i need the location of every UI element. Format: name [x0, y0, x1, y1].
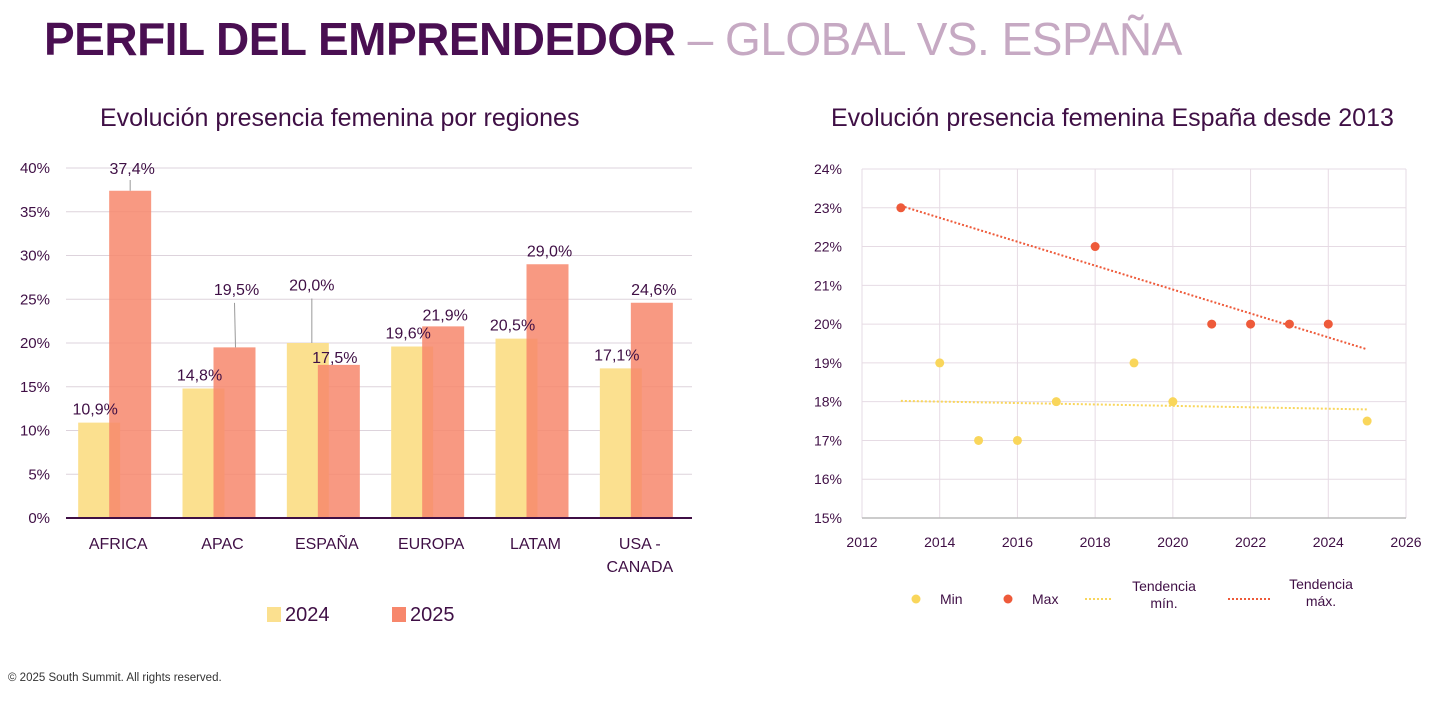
legend-label-min: Min — [940, 591, 963, 607]
bar-2025 — [630, 302, 673, 518]
bar-2025 — [422, 326, 465, 518]
x-category-label: LATAM — [510, 536, 561, 553]
y-tick-label: 24% — [814, 161, 842, 177]
data-label-2025: 29,0% — [527, 243, 572, 260]
point-max — [1207, 319, 1217, 329]
point-min — [1168, 397, 1178, 407]
legend-swatch-2025 — [392, 607, 406, 622]
scatter-chart-title: Evolución presencia femenina España desd… — [831, 104, 1394, 132]
data-label-2024: 10,9% — [72, 402, 117, 419]
point-max — [896, 203, 906, 213]
y-tick-label: 40% — [20, 160, 50, 177]
x-category-label: USA - — [619, 536, 661, 553]
y-tick-label: 20% — [20, 335, 50, 352]
legend-label-max: Max — [1032, 591, 1058, 607]
y-tick-label: 18% — [814, 394, 842, 410]
y-tick-label: 19% — [814, 355, 842, 371]
y-tick-label: 17% — [814, 432, 842, 448]
legend-label-trend-max: Tendencia — [1289, 576, 1353, 592]
x-tick-label: 2014 — [924, 534, 955, 550]
x-tick-label: 2020 — [1157, 534, 1188, 550]
bar-2025 — [109, 190, 152, 518]
bar-2025 — [317, 364, 360, 518]
legend-label-trend-min: Tendencia — [1132, 578, 1196, 594]
x-tick-label: 2024 — [1313, 534, 1344, 550]
point-max — [1284, 319, 1294, 329]
title-subtitle: – GLOBAL VS. ESPAÑA — [675, 13, 1183, 65]
legend-marker-max — [1003, 594, 1013, 604]
data-label-2024: 20,5% — [490, 318, 535, 335]
x-category-label: AFRICA — [89, 536, 148, 553]
data-label-2025: 24,6% — [631, 282, 676, 299]
point-min — [1012, 435, 1022, 445]
data-label-2024: 19,6% — [385, 326, 430, 343]
y-tick-label: 15% — [814, 510, 842, 526]
bar-chart-title: Evolución presencia femenina por regione… — [100, 104, 580, 132]
legend-label-trend-min: mín. — [1150, 595, 1177, 611]
x-tick-label: 2026 — [1390, 534, 1421, 550]
trendline-min — [900, 399, 1368, 411]
point-max — [1090, 242, 1100, 252]
x-tick-label: 2018 — [1080, 534, 1111, 550]
y-tick-label: 35% — [20, 204, 50, 221]
y-tick-label: 21% — [814, 277, 842, 293]
x-category-label: ESPAÑA — [295, 533, 359, 553]
y-tick-label: 10% — [20, 423, 50, 440]
x-category-label: CANADA — [606, 559, 673, 576]
data-label-2025: 17,5% — [312, 350, 357, 367]
bar-2025 — [213, 347, 256, 518]
data-label-2024: 17,1% — [594, 347, 639, 364]
point-max — [1246, 319, 1256, 329]
legend-marker-min — [911, 594, 921, 604]
bar-2025 — [526, 264, 569, 518]
y-tick-label: 15% — [20, 379, 50, 396]
legend-label-2024: 2024 — [285, 604, 330, 626]
y-tick-label: 0% — [28, 510, 50, 527]
page-title: PERFIL DEL EMPRENDEDOR – GLOBAL VS. ESPA… — [44, 12, 1182, 66]
point-max — [1323, 319, 1333, 329]
y-tick-label: 20% — [814, 316, 842, 332]
x-tick-label: 2012 — [846, 534, 877, 550]
trendline-max — [900, 204, 1368, 351]
legend-label-trend-max: máx. — [1306, 593, 1336, 609]
point-min — [974, 435, 984, 445]
footer-copyright: © 2025 South Summit. All rights reserved… — [8, 672, 222, 684]
point-min — [1129, 358, 1139, 368]
x-category-label: APAC — [201, 536, 243, 553]
y-tick-label: 25% — [20, 291, 50, 308]
data-label-2025: 19,5% — [214, 282, 259, 299]
title-bold: PERFIL DEL EMPRENDEDOR — [44, 13, 676, 65]
x-category-label: EUROPA — [398, 536, 465, 553]
legend-label-2025: 2025 — [410, 604, 455, 626]
point-min — [1362, 416, 1372, 426]
data-label-2024: 20,0% — [289, 278, 334, 295]
data-label-2025: 21,9% — [422, 307, 467, 324]
leader-line — [234, 302, 236, 348]
data-label-2024: 14,8% — [177, 368, 222, 385]
y-tick-label: 5% — [28, 466, 50, 483]
data-label-2025: 37,4% — [109, 161, 154, 178]
point-min — [935, 358, 945, 368]
x-tick-label: 2022 — [1235, 534, 1266, 550]
point-min — [1051, 397, 1061, 407]
x-tick-label: 2016 — [1002, 534, 1033, 550]
y-tick-label: 23% — [814, 200, 842, 216]
y-tick-label: 22% — [814, 239, 842, 255]
legend-swatch-2024 — [267, 607, 281, 622]
y-tick-label: 16% — [814, 471, 842, 487]
y-tick-label: 30% — [20, 248, 50, 265]
